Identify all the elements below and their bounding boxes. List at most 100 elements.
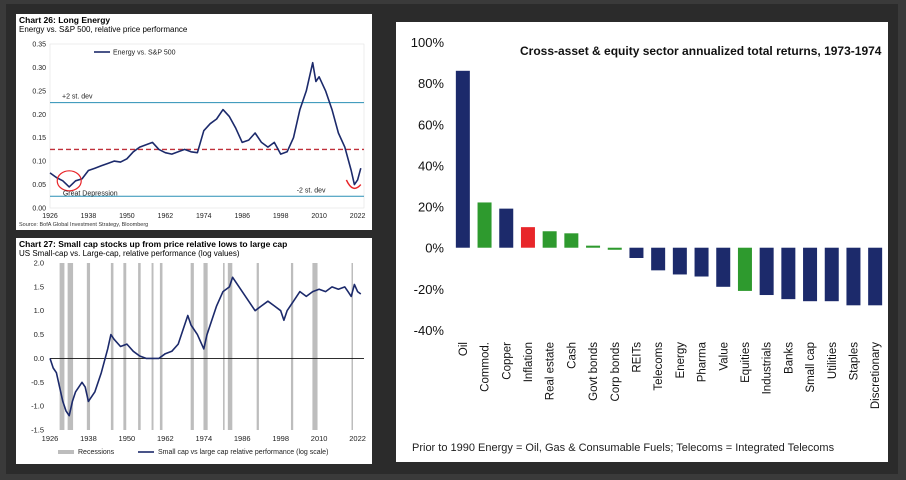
recession-bar bbox=[223, 263, 225, 430]
rebound-arrow bbox=[345, 179, 362, 190]
category-label: Staples bbox=[848, 342, 860, 381]
category-label: Small cap bbox=[805, 342, 817, 393]
y-tick-label: 0.15 bbox=[32, 135, 46, 142]
returns-bar-footnote: Prior to 1990 Energy = Oil, Gas & Consum… bbox=[412, 442, 835, 454]
recession-bar bbox=[151, 263, 154, 430]
legend-line-label: Small cap vs large cap relative performa… bbox=[158, 449, 328, 456]
chart-27-panel: Chart 27: Small cap stocks up from price… bbox=[16, 238, 372, 464]
category-label: Banks bbox=[783, 342, 795, 374]
bar bbox=[564, 233, 579, 248]
returns-bar-title: Cross-asset & equity sector annualized t… bbox=[520, 44, 882, 58]
bar bbox=[781, 247, 796, 300]
chart-27-plot: -1.5 -1.0 -0.5 0.0 0.5 1.0 1.5 2.0 1926 1938 1950 1… bbox=[31, 259, 366, 457]
category-label: Equities bbox=[740, 342, 752, 383]
x-tick-label: 1986 bbox=[234, 213, 250, 220]
x-tick-label: 2010 bbox=[311, 213, 327, 220]
recession-bar bbox=[138, 263, 141, 430]
category-label: Utilities bbox=[827, 342, 839, 379]
energy-vs-sp500-line bbox=[49, 61, 362, 188]
y-tick-label: 20% bbox=[418, 200, 444, 215]
recession-bar bbox=[110, 263, 114, 430]
category-label: Real estate bbox=[545, 342, 557, 400]
category-label: Telecoms bbox=[653, 342, 665, 391]
recession-bar bbox=[312, 263, 318, 430]
bar bbox=[803, 247, 818, 302]
y-tick-label: 0.25 bbox=[32, 88, 46, 95]
chart-26-plot: 0.00 0.05 0.10 0.15 0.20 0.25 0.30 0.35 1926 1938… bbox=[32, 42, 365, 221]
bar bbox=[716, 247, 731, 287]
recession-bar bbox=[351, 263, 354, 430]
chart-26-title: Chart 26: Long Energy bbox=[19, 15, 111, 25]
y-tick-label: -1.5 bbox=[31, 426, 44, 435]
bar bbox=[586, 245, 601, 248]
legend-recessions-label: Recessions bbox=[78, 449, 115, 456]
returns-bar-panel: -40% -20% 0% 20% 40% 60% 80% 100% Oil Commod. Copp… bbox=[396, 22, 888, 462]
bar bbox=[542, 231, 557, 248]
bar bbox=[672, 247, 687, 275]
x-tick-label: 1926 bbox=[42, 213, 58, 220]
category-label: Discretionary bbox=[870, 342, 882, 409]
x-tick-label: 1950 bbox=[119, 434, 136, 443]
recession-bar bbox=[123, 263, 127, 430]
category-label: Govt bonds bbox=[588, 342, 600, 401]
x-tick-label: 2022 bbox=[349, 434, 366, 443]
small-vs-large-cap-line bbox=[49, 276, 362, 417]
category-label: Pharma bbox=[697, 341, 709, 382]
recession-bar bbox=[227, 263, 233, 430]
chart-26-panel: Chart 26: Long Energy Energy vs. S&P 500… bbox=[16, 14, 372, 230]
recession-bar bbox=[290, 263, 294, 430]
x-tick-label: 2010 bbox=[311, 434, 328, 443]
recession-bar bbox=[256, 263, 259, 430]
y-tick-label: -20% bbox=[414, 282, 445, 297]
x-tick-label: 1950 bbox=[119, 213, 135, 220]
recession-bar bbox=[86, 263, 91, 430]
x-tick-label: 1962 bbox=[157, 434, 174, 443]
recession-bar bbox=[159, 263, 163, 430]
x-tick-label: 1938 bbox=[81, 213, 97, 220]
returns-bar-plot: -40% -20% 0% 20% 40% 60% 80% 100% Oil Commod. Copp… bbox=[411, 35, 883, 409]
y-tick-label: -1.0 bbox=[31, 402, 44, 411]
legend-label: Energy vs. S&P 500 bbox=[113, 50, 176, 57]
lower-band-label: -2 st. dev bbox=[297, 187, 326, 194]
bar bbox=[694, 247, 709, 277]
category-label: Industrials bbox=[762, 342, 774, 395]
bar bbox=[737, 247, 752, 291]
y-tick-label: 0.5 bbox=[34, 330, 44, 339]
bar bbox=[868, 247, 883, 306]
category-label: Copper bbox=[501, 342, 513, 380]
y-tick-label: 1.5 bbox=[34, 282, 44, 291]
recession-bar bbox=[190, 263, 194, 430]
y-tick-label: 0.00 bbox=[32, 206, 46, 213]
bar bbox=[499, 208, 514, 248]
x-tick-label: 1998 bbox=[272, 434, 289, 443]
x-tick-label: 1986 bbox=[234, 434, 251, 443]
great-depression-circle bbox=[56, 170, 82, 192]
y-tick-label: 0.05 bbox=[32, 182, 46, 189]
bar bbox=[759, 247, 774, 296]
category-label: Energy bbox=[675, 342, 687, 379]
y-tick-label: 0.0 bbox=[34, 354, 44, 363]
recession-bar bbox=[203, 263, 208, 430]
y-tick-label: 80% bbox=[418, 76, 444, 91]
great-depression-label: Great Depression bbox=[63, 191, 118, 198]
category-label: Commod. bbox=[480, 342, 492, 392]
category-label: Oil bbox=[458, 342, 470, 356]
bar bbox=[477, 202, 492, 248]
y-tick-label: 0.30 bbox=[32, 65, 46, 72]
x-tick-label: 1962 bbox=[158, 213, 174, 220]
bar bbox=[455, 70, 470, 248]
y-tick-label: 100% bbox=[411, 35, 445, 50]
y-tick-label: 0.10 bbox=[32, 159, 46, 166]
category-label: Corp bonds bbox=[610, 342, 622, 402]
bar bbox=[607, 247, 622, 250]
category-label: Cash bbox=[566, 342, 578, 369]
x-tick-label: 1998 bbox=[273, 213, 289, 220]
category-label: REITs bbox=[631, 342, 643, 373]
chart-27-subtitle: US Small-cap vs. Large-cap, relative per… bbox=[19, 249, 240, 258]
y-tick-label: 0.35 bbox=[32, 42, 46, 49]
y-tick-label: 40% bbox=[418, 158, 444, 173]
y-tick-label: 1.0 bbox=[34, 306, 44, 315]
x-tick-label: 1926 bbox=[42, 434, 59, 443]
chart-27-title: Chart 27: Small cap stocks up from price… bbox=[19, 239, 288, 249]
recession-bar bbox=[59, 263, 65, 430]
